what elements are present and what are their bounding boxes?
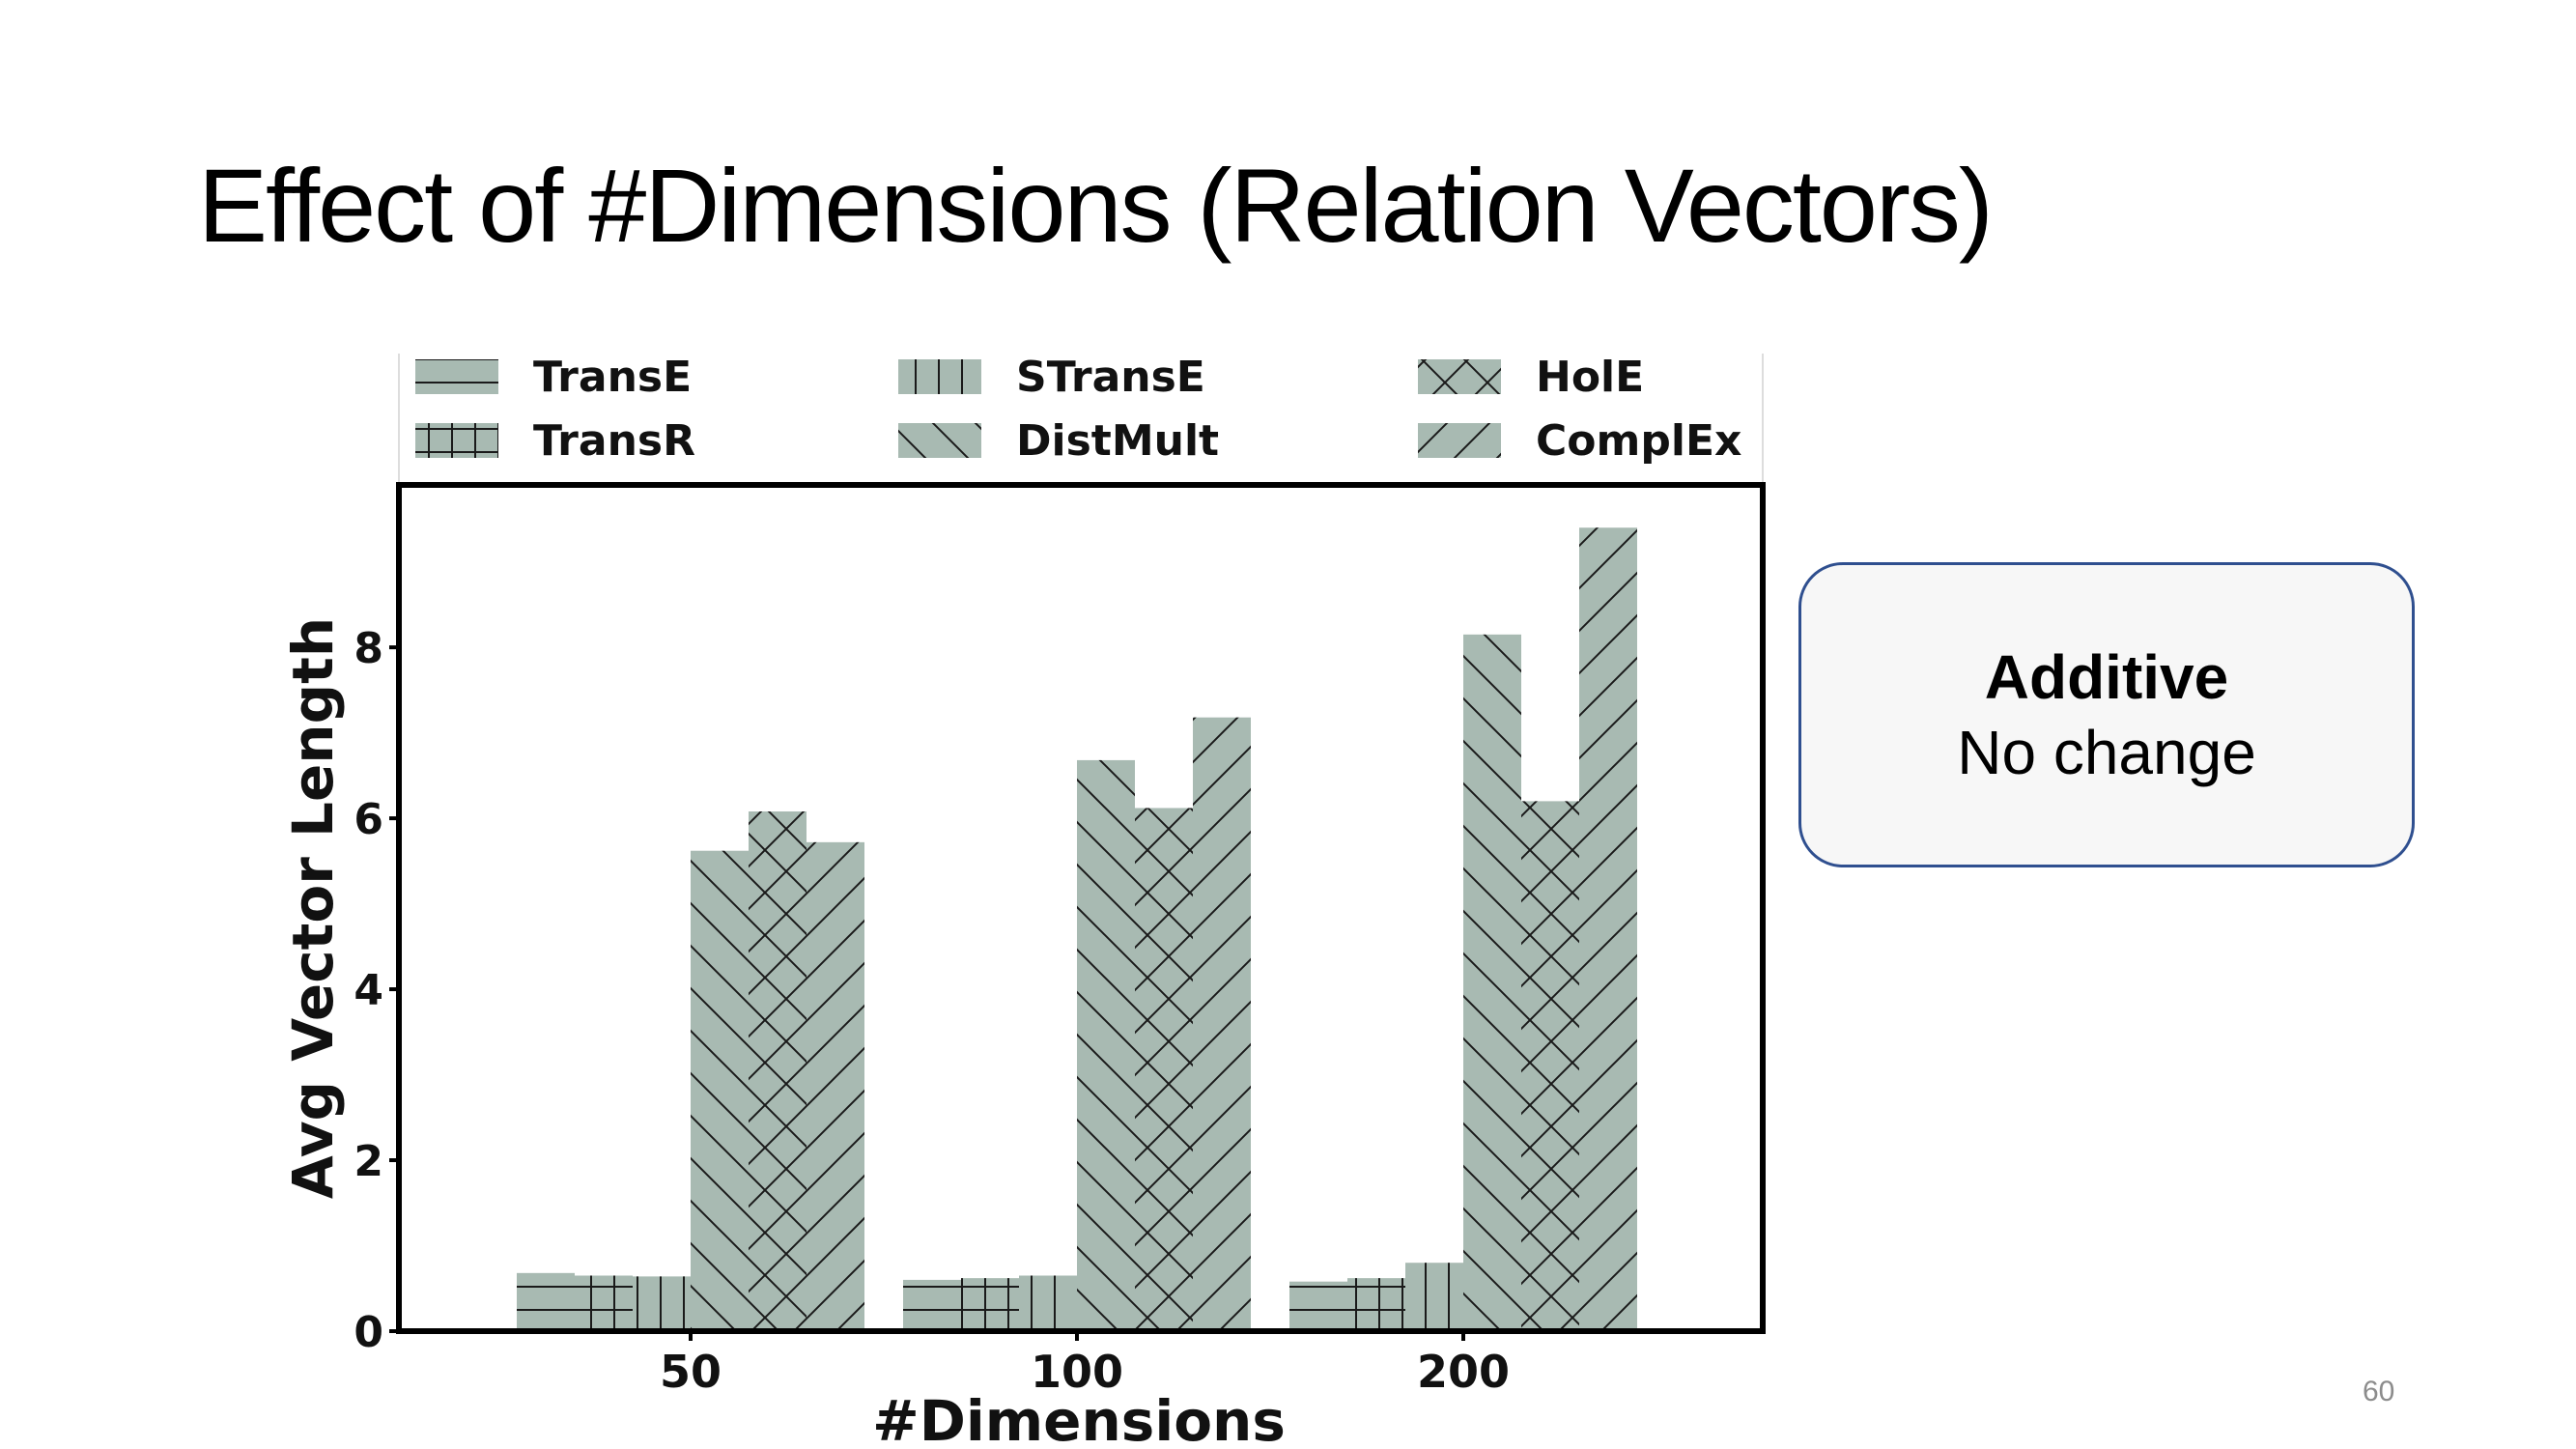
legend-label-transe: TransE	[533, 353, 692, 402]
y-tick-label: 4	[354, 966, 383, 1015]
bar-hatch	[1077, 759, 1135, 1331]
x-axis: 50 100 200	[660, 1331, 1510, 1398]
callout-heading: Additive	[1984, 642, 2229, 712]
legend-label-transr: TransR	[533, 416, 695, 466]
legend-swatch-hatch	[1418, 359, 1501, 394]
page-number: 60	[2363, 1376, 2395, 1407]
bar-hatch	[807, 841, 864, 1331]
bar-hatch	[691, 850, 749, 1331]
legend-label-hole: HolE	[1536, 353, 1644, 402]
x-axis-label: #Dimensions	[872, 1388, 1286, 1449]
bar-hatch	[903, 1279, 961, 1331]
bar-hatch	[1405, 1263, 1463, 1331]
bars-group	[517, 527, 1637, 1331]
bar-hatch	[1347, 1278, 1405, 1331]
bar-hatch	[517, 1272, 575, 1331]
bar-hatch	[1193, 717, 1251, 1331]
y-tick-label: 6	[354, 795, 383, 844]
callout-text: No change	[1957, 718, 2256, 787]
y-axis: 0 2 4 6 8	[354, 624, 399, 1357]
x-tick-label: 50	[660, 1346, 722, 1398]
bar-hatch	[1019, 1275, 1077, 1331]
plot-frame	[396, 482, 1766, 1334]
y-tick-label: 2	[354, 1137, 383, 1186]
slide-title: Effect of #Dimensions (Relation Vectors)	[198, 147, 1994, 264]
bar-hatch	[961, 1278, 1019, 1331]
legend-swatch-hatch	[415, 423, 498, 458]
bar-hatch	[749, 811, 807, 1331]
legend-swatch-hatch	[415, 359, 498, 394]
x-tick-label: 200	[1417, 1346, 1510, 1398]
x-tick-label: 100	[1031, 1346, 1123, 1398]
y-tick-label: 8	[354, 624, 383, 673]
bar-hatch	[1463, 634, 1521, 1331]
y-tick-label: 0	[354, 1308, 383, 1357]
legend-label-complex: ComplEx	[1536, 416, 1741, 466]
bar-hatch	[633, 1276, 691, 1331]
bar-hatch	[1579, 527, 1637, 1331]
legend: TransE TransR STransE DistMult HolE ComplEx	[398, 353, 1764, 483]
bar-hatch	[1289, 1281, 1347, 1331]
legend-label-distmult: DistMult	[1016, 416, 1219, 466]
legend-swatch-hatch	[898, 423, 981, 458]
y-axis-label: Avg Vector Length	[280, 617, 346, 1199]
bar-hatch	[1135, 808, 1193, 1331]
legend-label-stranse: STransE	[1016, 353, 1205, 402]
legend-swatch-hatch	[1418, 423, 1501, 458]
callout-box: Additive No change	[1798, 562, 2415, 867]
legend-swatch-hatch	[898, 359, 981, 394]
bar-hatch	[575, 1275, 633, 1331]
bar-hatch	[1521, 801, 1579, 1331]
